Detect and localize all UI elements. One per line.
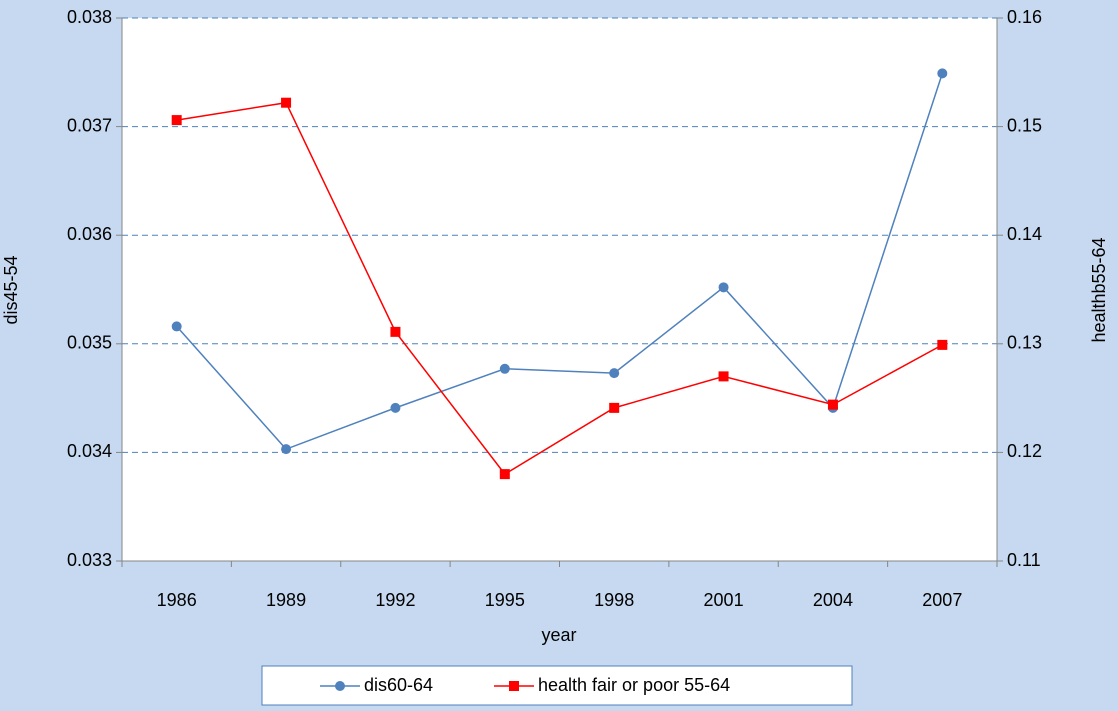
- data-point: [499, 363, 510, 374]
- y2-axis-title: healthb55-64: [1089, 237, 1109, 342]
- data-point: [171, 321, 182, 332]
- x-tick-label: 1998: [594, 590, 634, 610]
- data-point: [281, 444, 292, 455]
- y-tick-label: 0.037: [67, 115, 112, 135]
- y2-tick-label: 0.15: [1007, 115, 1042, 135]
- data-point: [718, 371, 729, 382]
- x-tick-label: 1992: [375, 590, 415, 610]
- legend-marker: [509, 681, 519, 691]
- x-tick-label: 2004: [813, 590, 853, 610]
- x-tick-label: 1986: [157, 590, 197, 610]
- data-point: [937, 68, 948, 79]
- x-axis-title: year: [541, 625, 576, 645]
- y-tick-label: 0.035: [67, 333, 112, 353]
- y-tick-label: 0.036: [67, 224, 112, 244]
- plot-area: [122, 18, 997, 561]
- data-point: [171, 115, 182, 126]
- series-line: [176, 73, 944, 451]
- data-point: [390, 326, 401, 337]
- y2-tick-label: 0.16: [1007, 7, 1042, 27]
- legend-marker: [335, 681, 345, 691]
- data-point: [609, 368, 620, 379]
- y-tick-label: 0.038: [67, 7, 112, 27]
- data-point: [827, 399, 838, 410]
- data-point: [609, 402, 620, 413]
- y-axis-title: dis45-54: [1, 255, 21, 324]
- data-point: [390, 402, 401, 413]
- y2-tick-label: 0.13: [1007, 333, 1042, 353]
- x-tick-label: 2001: [704, 590, 744, 610]
- y2-tick-label: 0.11: [1007, 550, 1041, 570]
- y-tick-label: 0.033: [67, 550, 112, 570]
- x-tick-label: 1989: [266, 590, 306, 610]
- series-line: [176, 101, 943, 476]
- x-tick-label: 2007: [922, 590, 962, 610]
- x-tick-label: 1995: [485, 590, 525, 610]
- data-point: [937, 339, 948, 350]
- y2-tick-label: 0.14: [1007, 224, 1042, 244]
- legend-label: health fair or poor 55-64: [538, 675, 730, 695]
- legend: [261, 665, 853, 706]
- data-point: [718, 282, 729, 293]
- data-point: [499, 469, 510, 480]
- legend-label: dis60-64: [364, 675, 433, 695]
- y2-tick-label: 0.12: [1007, 441, 1042, 461]
- y-tick-label: 0.034: [67, 441, 112, 461]
- data-point: [281, 97, 292, 108]
